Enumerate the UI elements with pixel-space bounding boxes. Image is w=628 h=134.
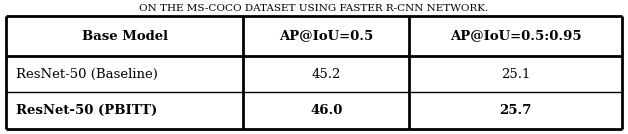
Text: AP@IoU=0.5: AP@IoU=0.5	[279, 30, 374, 43]
Text: AP@IoU=0.5:0.95: AP@IoU=0.5:0.95	[450, 30, 582, 43]
Text: 25.7: 25.7	[499, 104, 532, 117]
Text: 25.1: 25.1	[501, 68, 530, 81]
Text: Base Model: Base Model	[82, 30, 168, 43]
Text: ResNet-50 (Baseline): ResNet-50 (Baseline)	[16, 68, 158, 81]
Text: 46.0: 46.0	[310, 104, 342, 117]
Text: ResNet-50 (PBITT): ResNet-50 (PBITT)	[16, 104, 157, 117]
Text: ON THE MS-COCO DATASET USING FASTER R-CNN NETWORK.: ON THE MS-COCO DATASET USING FASTER R-CN…	[139, 4, 489, 13]
Text: 45.2: 45.2	[311, 68, 341, 81]
